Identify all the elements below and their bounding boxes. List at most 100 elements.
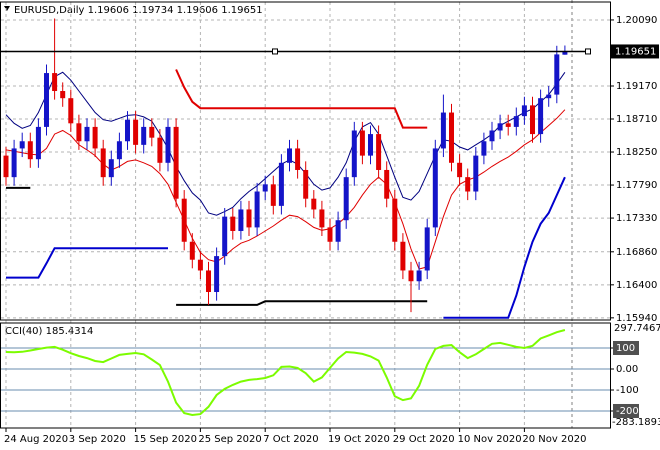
candle-body [35, 126, 41, 160]
candle-body [125, 119, 130, 142]
x-tick-label: 25 Sep 2020 [198, 434, 261, 445]
chart-title: EURUSD,Daily 1.19606 1.19734 1.19606 1.1… [14, 5, 263, 16]
x-tick-label: 29 Oct 2020 [393, 434, 455, 445]
indicator-line [6, 186, 428, 306]
candle-body [230, 216, 236, 231]
x-tick-label: 24 Aug 2020 [4, 434, 68, 445]
candle-body [497, 123, 503, 131]
candle-body [149, 126, 155, 138]
candle-body [449, 112, 454, 163]
candle-body [181, 198, 187, 242]
candle-body [133, 119, 139, 145]
y-tick-label: -100 [616, 385, 639, 396]
y-tick-label: 1.17330 [616, 213, 657, 224]
candle-body [27, 141, 33, 160]
candle-body [141, 126, 147, 145]
candle-body [376, 134, 382, 170]
candle-body [214, 256, 220, 293]
candle-body [335, 220, 341, 242]
x-tick-label: 7 Oct 2020 [263, 434, 318, 445]
candle-body [416, 270, 422, 282]
candle-body [473, 155, 479, 192]
candle-body [19, 141, 25, 149]
candle-body [295, 148, 301, 170]
scale-min-label: -283.1893 [612, 417, 660, 428]
indicator-line [175, 69, 428, 129]
y-tick-label: -200 [616, 406, 639, 417]
candle-body [270, 184, 276, 206]
y-tick-label: 1.15940 [616, 313, 657, 324]
candle-body [359, 130, 365, 156]
candle-body [262, 184, 268, 192]
candle-body [513, 116, 519, 127]
candle-body [554, 54, 560, 95]
candle-body [311, 198, 317, 210]
pane-frame [0, 322, 611, 429]
candle-body [197, 259, 203, 271]
menu-triangle [4, 6, 10, 11]
candle-body [108, 159, 114, 178]
indicator-line [6, 176, 566, 319]
y-tick-label: 100 [616, 343, 635, 354]
indicator-title: CCI(40) 185.4314 [5, 326, 93, 337]
candle-body [400, 241, 406, 271]
candle-body [3, 155, 9, 178]
pane-frame [0, 1, 611, 321]
candle-body [530, 105, 535, 135]
candle-body [254, 191, 260, 228]
candle-body [52, 73, 58, 92]
candle-body [521, 105, 527, 117]
candle-body [432, 148, 438, 228]
price-label: 1.19651 [615, 46, 656, 57]
y-tick-label: 0.00 [616, 364, 638, 375]
candle-body [189, 241, 195, 260]
candle-body [562, 51, 568, 55]
candle-body [68, 98, 74, 124]
candle-body [206, 270, 211, 293]
x-tick-label: 15 Sep 2020 [134, 434, 197, 445]
candle-body [481, 141, 487, 156]
candle-body [92, 126, 98, 149]
price-box [611, 44, 659, 59]
candle-body [327, 227, 333, 242]
y-tick-label: 1.18710 [616, 114, 657, 125]
candle-body [60, 91, 66, 99]
candle-body [440, 112, 446, 149]
candle-body [392, 198, 398, 242]
candle-body [100, 148, 106, 178]
candle-body [238, 209, 244, 231]
candle-body [457, 162, 463, 178]
y-tick-label: 1.18250 [616, 147, 657, 158]
candle-body [278, 162, 284, 206]
candle-body [222, 216, 228, 257]
y-tick-label: 1.17790 [616, 180, 657, 191]
y-tick-label: 1.20090 [616, 15, 657, 26]
y-tick-label: 1.16860 [616, 247, 657, 258]
y-tick-label: 1.19170 [616, 81, 657, 92]
x-tick-label: 10 Nov 2020 [458, 434, 522, 445]
candle-body [368, 134, 373, 156]
candle-body [173, 126, 179, 199]
candle-body [76, 123, 82, 142]
indicator-line [5, 109, 566, 270]
candle-body [384, 169, 390, 199]
y-tick-box [613, 340, 639, 355]
candle-body [424, 227, 430, 271]
y-tick-box [613, 403, 639, 418]
candle-body [287, 148, 292, 163]
candle-body [408, 270, 414, 282]
candle-body [303, 169, 309, 199]
line-anchor [585, 48, 591, 55]
candle-body [343, 177, 349, 221]
line-anchor [272, 48, 278, 55]
candle-body [157, 137, 163, 163]
indicator-line [5, 71, 566, 216]
candle-body [489, 130, 495, 142]
y-tick-label: 1.16400 [616, 280, 657, 291]
candle-body [165, 126, 171, 163]
candle-body [116, 141, 122, 160]
candle-body [351, 130, 357, 178]
candle-body [319, 209, 325, 228]
